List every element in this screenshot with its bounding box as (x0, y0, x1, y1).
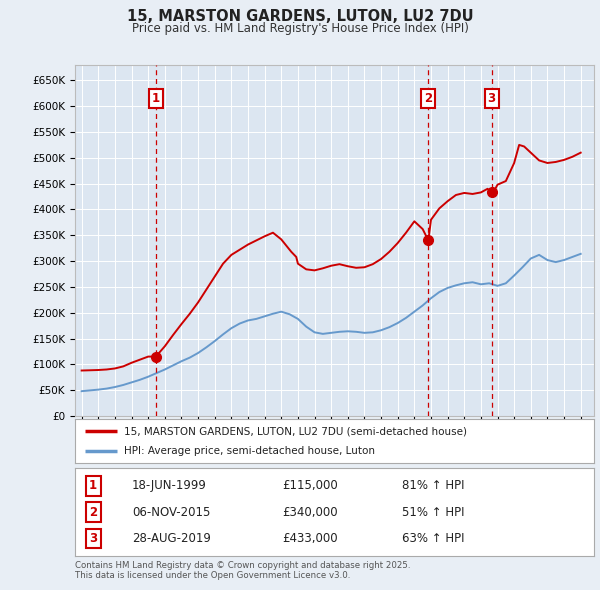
Text: £115,000: £115,000 (283, 480, 338, 493)
Text: 18-JUN-1999: 18-JUN-1999 (132, 480, 207, 493)
Text: 3: 3 (488, 92, 496, 105)
Text: £433,000: £433,000 (283, 532, 338, 545)
Text: £340,000: £340,000 (283, 506, 338, 519)
Text: 81% ↑ HPI: 81% ↑ HPI (402, 480, 464, 493)
Text: 3: 3 (89, 532, 97, 545)
Text: 63% ↑ HPI: 63% ↑ HPI (402, 532, 464, 545)
Text: 1: 1 (89, 480, 97, 493)
Text: HPI: Average price, semi-detached house, Luton: HPI: Average price, semi-detached house,… (124, 446, 376, 455)
Text: 2: 2 (89, 506, 97, 519)
Text: 51% ↑ HPI: 51% ↑ HPI (402, 506, 464, 519)
Text: Contains HM Land Registry data © Crown copyright and database right 2025.
This d: Contains HM Land Registry data © Crown c… (75, 560, 410, 580)
Text: 06-NOV-2015: 06-NOV-2015 (132, 506, 211, 519)
Text: 15, MARSTON GARDENS, LUTON, LU2 7DU (semi-detached house): 15, MARSTON GARDENS, LUTON, LU2 7DU (sem… (124, 427, 467, 436)
Text: 1: 1 (152, 92, 160, 105)
Text: 15, MARSTON GARDENS, LUTON, LU2 7DU: 15, MARSTON GARDENS, LUTON, LU2 7DU (127, 9, 473, 24)
Text: 2: 2 (424, 92, 433, 105)
Text: 28-AUG-2019: 28-AUG-2019 (132, 532, 211, 545)
Text: Price paid vs. HM Land Registry's House Price Index (HPI): Price paid vs. HM Land Registry's House … (131, 22, 469, 35)
